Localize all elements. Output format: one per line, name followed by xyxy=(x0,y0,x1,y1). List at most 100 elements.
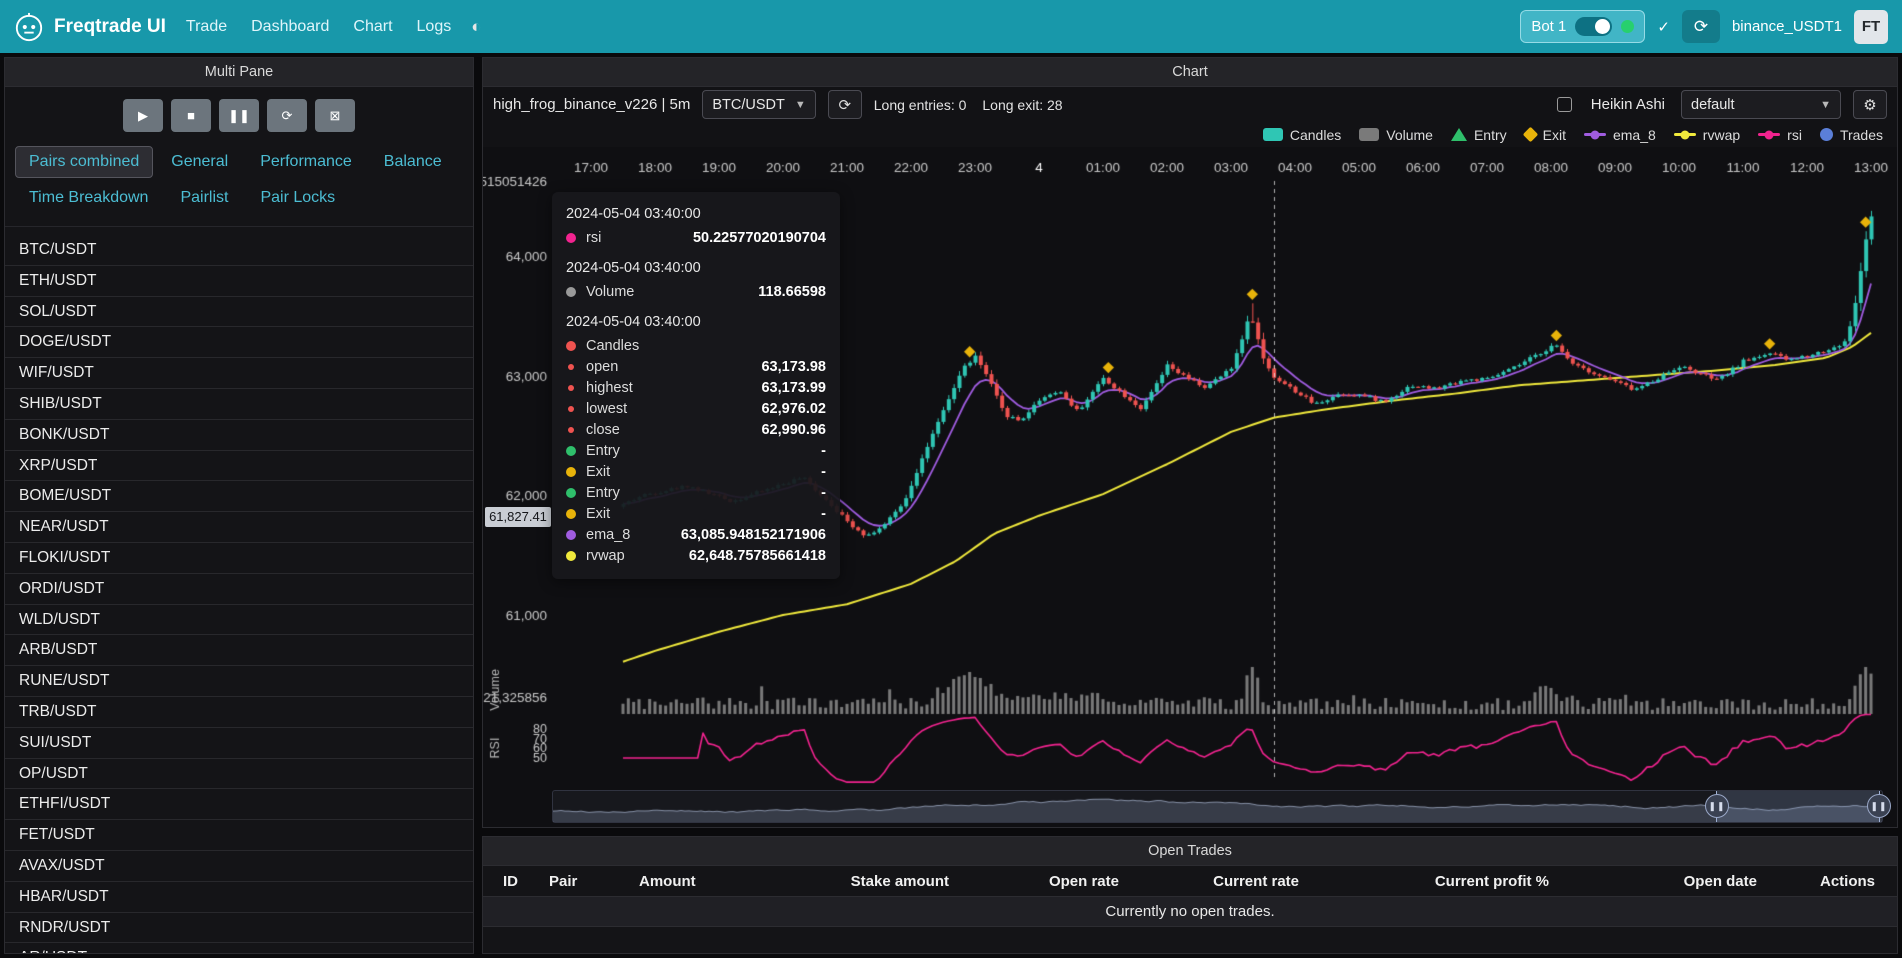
strategy-label: high_frog_binance_v226 | 5m xyxy=(493,96,691,114)
sidebar-tab[interactable]: Pairlist xyxy=(180,189,229,206)
chevron-down-icon: ▼ xyxy=(794,98,806,111)
legend-item[interactable]: Exit xyxy=(1522,127,1566,143)
candles-legend-icon xyxy=(1262,128,1283,142)
content: Multi Pane ▶ ■ ❚❚ ⟳ ⊠ Pairs combined Gen… xyxy=(0,53,1902,958)
volume-legend-icon xyxy=(1359,128,1380,142)
reload-bot-button[interactable]: ⟳ xyxy=(1681,10,1720,43)
pane-controls: ▶ ■ ❚❚ ⟳ ⊠ xyxy=(5,87,473,142)
pair-list-item[interactable]: SHIB/USDT xyxy=(5,389,473,420)
pair-list: BTC/USDT ETH/USDT SOL/USDT DOGE/USDT WIF… xyxy=(5,226,473,953)
legend-item[interactable]: ema_8 xyxy=(1583,127,1656,143)
legend-item[interactable]: Candles xyxy=(1262,127,1341,143)
table-column-header: Stake amount xyxy=(850,872,949,890)
pair-list-item[interactable]: AVAX/USDT xyxy=(5,851,473,882)
sidebar-tab[interactable]: Pairs combined xyxy=(15,146,154,178)
sidebar-tab[interactable]: Pair Locks xyxy=(260,189,336,206)
stop-button[interactable]: ■ xyxy=(171,99,211,132)
multi-pane-panel: Multi Pane ▶ ■ ❚❚ ⟳ ⊠ Pairs combined Gen… xyxy=(4,57,474,954)
sidebar-tab[interactable]: Performance xyxy=(260,153,352,170)
pair-list-item[interactable]: BOME/USDT xyxy=(5,481,473,513)
bot-toggle[interactable] xyxy=(1575,17,1613,36)
datazoom-left-handle[interactable]: ❚❚ xyxy=(1705,794,1729,819)
plot-config-select[interactable]: default ▼ xyxy=(1681,90,1841,120)
pair-list-item[interactable]: BTC/USDT xyxy=(5,235,473,266)
exit-legend-icon xyxy=(1522,127,1538,143)
pair-list-item[interactable]: TRB/USDT xyxy=(5,697,473,728)
nav-link[interactable]: Chart xyxy=(353,17,393,35)
chart-refresh-button[interactable]: ⟳ xyxy=(827,90,862,120)
pair-list-item[interactable]: RUNE/USDT xyxy=(5,666,473,697)
bot-selector[interactable]: Bot 1 xyxy=(1520,10,1646,43)
pair-select[interactable]: BTC/USDT ▼ xyxy=(702,90,816,120)
open-trades-empty-row: Currently no open trades. xyxy=(483,897,1897,927)
multi-pane-header: Multi Pane xyxy=(5,58,473,87)
pair-list-item[interactable]: ORDI/USDT xyxy=(5,574,473,605)
exchange-label: binance_USDT1 xyxy=(1731,18,1842,35)
long-entries-label: Long entries: 0 xyxy=(873,96,967,113)
user-avatar[interactable]: FT xyxy=(1854,9,1888,44)
brand: Freqtrade UI xyxy=(14,12,166,42)
bot-name: Bot 1 xyxy=(1531,18,1567,35)
legend-item[interactable]: rsi xyxy=(1758,127,1802,143)
chart-toolbar: high_frog_binance_v226 | 5m BTC/USDT ▼ ⟳… xyxy=(483,87,1897,123)
ema_8-legend-icon xyxy=(1583,133,1606,137)
open-trades-table-head: ID Pair Amount Stake amount Open rate Cu… xyxy=(483,866,1897,897)
pair-list-item[interactable]: WLD/USDT xyxy=(5,605,473,636)
theme-toggle-icon[interactable]: ◐ xyxy=(471,16,482,36)
legend-item[interactable]: Entry xyxy=(1450,127,1507,143)
heikin-ashi-checkbox[interactable] xyxy=(1556,97,1572,113)
table-column-header: Current profit % xyxy=(1434,872,1549,890)
datazoom-window[interactable]: ❚❚ ❚❚ xyxy=(1705,790,1891,822)
crosshair-price-tag: 61,827.41 xyxy=(485,506,551,527)
pause-button[interactable]: ❚❚ xyxy=(219,99,259,132)
legend-item[interactable]: rvwap xyxy=(1673,127,1740,143)
layout-reset-button[interactable]: ⊠ xyxy=(315,99,355,132)
pair-list-item[interactable]: DOGE/USDT xyxy=(5,327,473,359)
brand-title: Freqtrade UI xyxy=(54,15,166,37)
legend-item[interactable]: Volume xyxy=(1359,127,1433,143)
heikin-ashi-label: Heikin Ashi xyxy=(1590,96,1665,114)
legend-item[interactable]: Trades xyxy=(1819,127,1883,143)
nav-link[interactable]: Dashboard xyxy=(251,17,330,35)
rsi-legend-icon xyxy=(1758,133,1781,137)
datazoom-right-handle[interactable]: ❚❚ xyxy=(1867,794,1891,819)
play-button[interactable]: ▶ xyxy=(123,99,163,132)
table-column-header: Actions xyxy=(1819,872,1875,890)
bot-status-dot xyxy=(1621,20,1635,33)
pair-list-item[interactable]: FLOKI/USDT xyxy=(5,543,473,574)
chart-tooltip: 2024-05-04 03:40:00 rsi 50.22577020190704 2… xyxy=(552,191,840,579)
sidebar-tab[interactable]: General xyxy=(171,153,229,170)
refresh-button[interactable]: ⟳ xyxy=(267,99,307,132)
open-trades-header: Open Trades xyxy=(483,837,1897,866)
rvwap-legend-icon xyxy=(1673,133,1696,137)
pair-list-item[interactable]: XRP/USDT xyxy=(5,451,473,482)
pair-list-item[interactable]: RNDR/USDT xyxy=(5,913,473,944)
pair-list-item[interactable]: HBAR/USDT xyxy=(5,882,473,913)
chart-legend: Candles Volume Entry Exit ema_8 rvwap rsi Trade… xyxy=(483,123,1897,147)
nav-link[interactable]: Trade xyxy=(185,17,228,35)
table-column-header: Pair xyxy=(549,872,578,890)
open-trades-panel: Open Trades ID Pair Amount Stake amount … xyxy=(482,836,1898,954)
nav-link[interactable]: Logs xyxy=(416,17,452,35)
pair-list-item[interactable]: ETHFI/USDT xyxy=(5,789,473,821)
pair-list-item[interactable]: NEAR/USDT xyxy=(5,512,473,543)
pair-list-item[interactable]: AR/USDT xyxy=(5,943,473,953)
pair-list-item[interactable]: FET/USDT xyxy=(5,820,473,851)
pair-list-item[interactable]: ETH/USDT xyxy=(5,266,473,297)
chart-body: 2024-05-04 03:40:00 rsi 50.22577020190704 2… xyxy=(483,146,1897,829)
pair-list-item[interactable]: SUI/USDT xyxy=(5,728,473,759)
plot-settings-gear-button[interactable]: ⚙ xyxy=(1853,90,1887,120)
datazoom-slider[interactable]: ❚❚ ❚❚ xyxy=(552,789,1891,823)
sidebar-tab[interactable]: Time Breakdown xyxy=(29,189,149,206)
sidebar-tab[interactable]: Balance xyxy=(383,153,442,170)
pair-list-item[interactable]: BONK/USDT xyxy=(5,420,473,451)
navbar: Freqtrade UI Trade Dashboard Chart Logs … xyxy=(0,0,1902,53)
table-column-header: Open rate xyxy=(1048,872,1119,890)
table-column-header: ID xyxy=(503,872,518,890)
chart-panel-header: Chart xyxy=(483,58,1897,87)
check-icon: ✓ xyxy=(1657,18,1670,36)
pair-list-item[interactable]: SOL/USDT xyxy=(5,297,473,328)
pair-list-item[interactable]: OP/USDT xyxy=(5,759,473,790)
pair-list-item[interactable]: WIF/USDT xyxy=(5,358,473,389)
pair-list-item[interactable]: ARB/USDT xyxy=(5,635,473,667)
